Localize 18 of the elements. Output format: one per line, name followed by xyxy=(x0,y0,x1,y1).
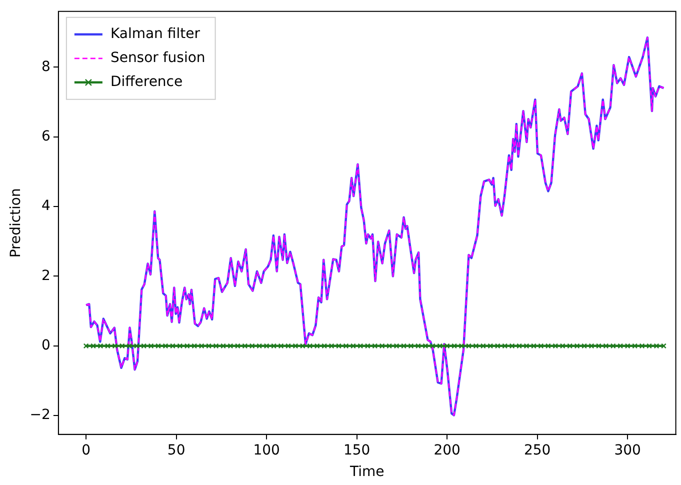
y-tick-label: 4 xyxy=(42,198,51,214)
x-tick-label: 150 xyxy=(343,442,370,458)
y-tick-label: 8 xyxy=(42,58,50,75)
x-tick-label: 200 xyxy=(434,442,460,458)
x-tick-label: 0 xyxy=(82,442,91,458)
y-tick-label: 2 xyxy=(42,268,50,284)
x-tick-label: 250 xyxy=(524,442,551,458)
legend-label: Kalman filter xyxy=(110,26,200,42)
y-axis-title: Prediction xyxy=(8,188,24,258)
y-tick-label: −2 xyxy=(30,407,50,424)
legend-label: Sensor fusion xyxy=(110,50,206,66)
y-tick-label: 0 xyxy=(42,338,50,354)
x-tick-label: 300 xyxy=(614,442,641,458)
legend-label: Difference xyxy=(110,74,183,90)
x-axis-title: Time xyxy=(348,464,384,480)
x-tick-label: 100 xyxy=(253,442,280,458)
x-tick-label: 50 xyxy=(167,442,186,458)
y-tick-label: 6 xyxy=(42,128,51,144)
